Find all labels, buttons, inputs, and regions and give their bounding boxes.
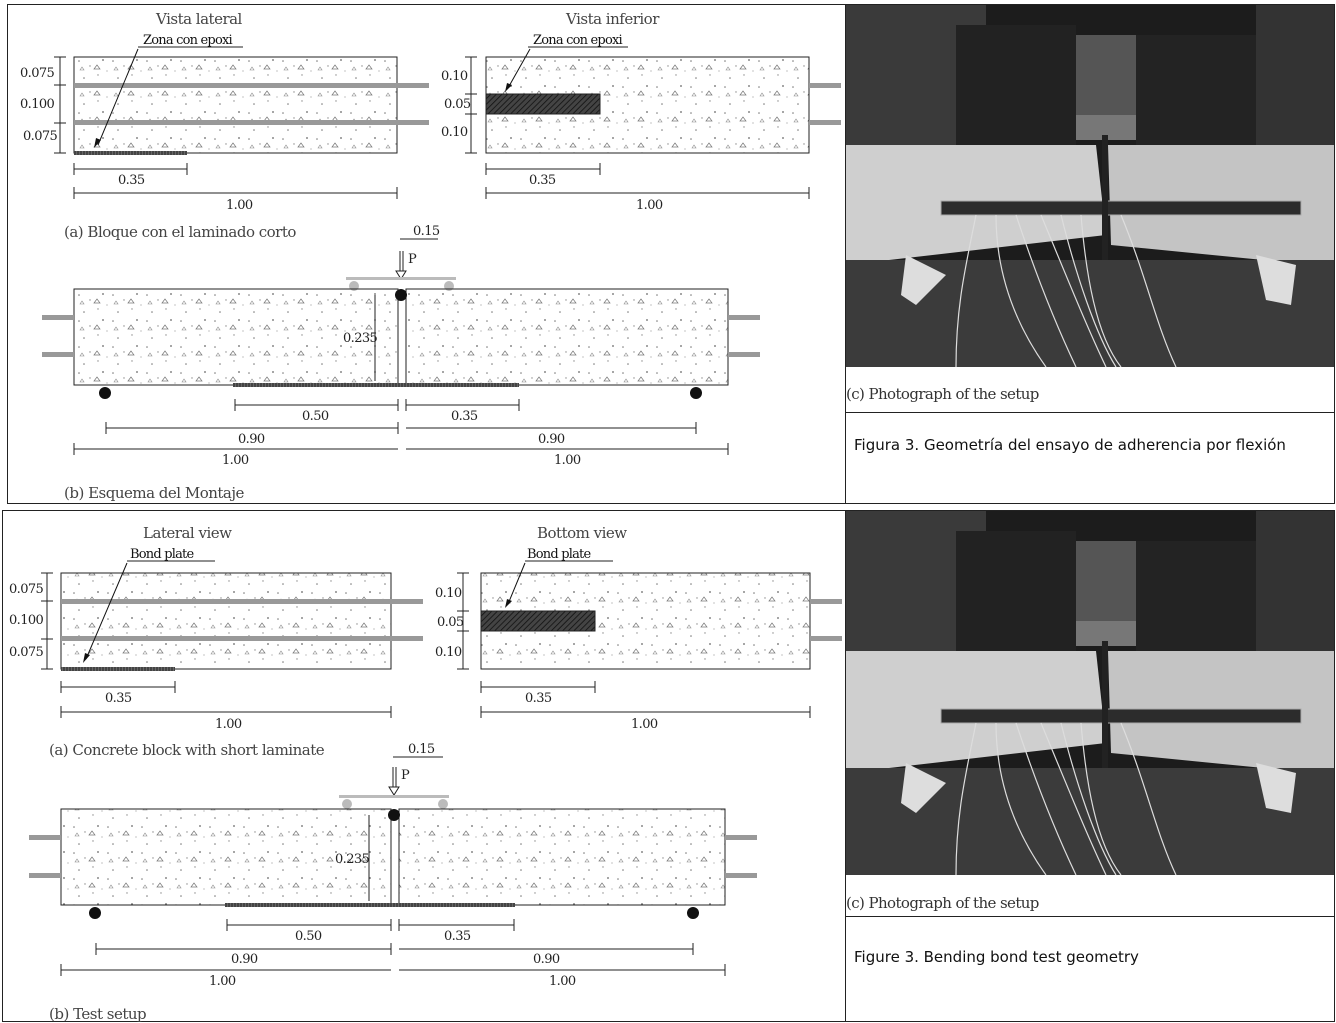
- block-lateral-en: [60, 572, 392, 670]
- setup-photo-image: [846, 5, 1334, 367]
- dim-left-1-en: 0.075: [9, 582, 44, 597]
- height-label-en: 0.235: [335, 852, 370, 867]
- dim-035b-en: 0.35: [444, 929, 471, 944]
- dim-100-b-en: 1.00: [209, 974, 236, 989]
- dim-035: 0.35: [118, 173, 145, 188]
- load-label-en: P: [401, 768, 410, 783]
- dim-right-2-en: 0.05: [437, 615, 464, 630]
- setup-photo-image-en: [846, 511, 1334, 875]
- dim-090-en: 0.90: [231, 952, 258, 967]
- dim-100-br: 1.00: [554, 453, 581, 468]
- bonded-zone: [485, 93, 601, 115]
- dim-100-r: 1.00: [636, 198, 663, 213]
- setup-photo-en: [846, 511, 1334, 875]
- view-bottom-title: Vista inferior: [565, 10, 660, 28]
- dim-left-2: 0.100: [20, 97, 55, 112]
- load-label: P: [408, 252, 417, 267]
- top-drawing-panel: Vista lateral Zona con epoxi 0.075 0.100…: [7, 4, 846, 504]
- dim-right-1: 0.10: [441, 69, 468, 84]
- photo-caption: (c) Photograph of the setup: [846, 385, 1039, 403]
- beam-right-en: [398, 808, 726, 906]
- dim-090-r: 0.90: [538, 432, 565, 447]
- dim-035-en: 0.35: [105, 691, 132, 706]
- epoxy-zone-label-2: Zona con epoxi: [533, 33, 623, 48]
- caption-b: (b) Esquema del Montaje: [64, 484, 245, 502]
- bar-top: [74, 83, 429, 88]
- figure-caption-en: Figure 3. Bending bond test geometry: [854, 948, 1139, 966]
- dim-100-en: 1.00: [215, 717, 242, 732]
- beam-right: [405, 288, 729, 386]
- caption-a: (a) Bloque con el laminado corto: [64, 223, 296, 241]
- dim-100-b: 1.00: [222, 453, 249, 468]
- dim-right-3: 0.10: [441, 125, 468, 140]
- caption-b-en: (b) Test setup: [49, 1005, 146, 1023]
- bottom-photo-panel: (c) Photograph of the setup Figure 3. Be…: [845, 510, 1335, 1022]
- height-label: 0.235: [343, 331, 378, 346]
- view-bottom-title-en: Bottom view: [537, 524, 627, 542]
- figure-caption: Figura 3. Geometría del ensayo de adhere…: [854, 436, 1286, 454]
- dim-050: 0.50: [302, 409, 329, 424]
- caption-a-en: (a) Concrete block with short laminate: [49, 741, 325, 759]
- dim-090: 0.90: [238, 432, 265, 447]
- load-offset-en: 0.15: [408, 742, 435, 757]
- dim-035-r-en: 0.35: [525, 691, 552, 706]
- beam-left-en: [60, 808, 392, 906]
- dim-050-en: 0.50: [295, 929, 322, 944]
- setup-photo: [846, 5, 1334, 367]
- dim-035-r: 0.35: [529, 173, 556, 188]
- dim-035b: 0.35: [451, 409, 478, 424]
- dim-left-3-en: 0.075: [9, 645, 44, 660]
- dim-right-2: 0.05: [444, 97, 471, 112]
- load-offset: 0.15: [413, 224, 440, 239]
- dim-left-3: 0.075: [23, 129, 58, 144]
- bond-plate-label: Bond plate: [130, 547, 194, 562]
- dim-090-r-en: 0.90: [533, 952, 560, 967]
- laminate-short: [74, 151, 187, 155]
- dim-100: 1.00: [226, 198, 253, 213]
- dim-100-r-en: 1.00: [631, 717, 658, 732]
- top-photo-panel: (c) Photograph of the setup Figura 3. Ge…: [845, 4, 1335, 504]
- dim-left-1: 0.075: [20, 66, 55, 81]
- bond-plate-label-2: Bond plate: [527, 547, 591, 562]
- bottom-technical-drawing: Lateral view Bond plate 0.075 0.100 0.07…: [9, 524, 842, 1023]
- dim-right-1-en: 0.10: [435, 586, 462, 601]
- beam-left: [73, 288, 399, 386]
- dim-left-2-en: 0.100: [9, 613, 44, 628]
- bar-bottom: [74, 120, 429, 125]
- view-lateral-title-en: Lateral view: [143, 524, 232, 542]
- dim-right-3-en: 0.10: [435, 645, 462, 660]
- bottom-drawing-panel: Lateral view Bond plate 0.075 0.100 0.07…: [2, 510, 846, 1023]
- dim-100-br-en: 1.00: [549, 974, 576, 989]
- top-technical-drawing: Vista lateral Zona con epoxi 0.075 0.100…: [20, 10, 841, 502]
- epoxy-zone-label: Zona con epoxi: [143, 33, 233, 48]
- photo-caption-en: (c) Photograph of the setup: [846, 894, 1039, 912]
- laminate-long: [233, 383, 519, 387]
- view-lateral-title: Vista lateral: [155, 10, 243, 28]
- block-lateral: [73, 56, 398, 154]
